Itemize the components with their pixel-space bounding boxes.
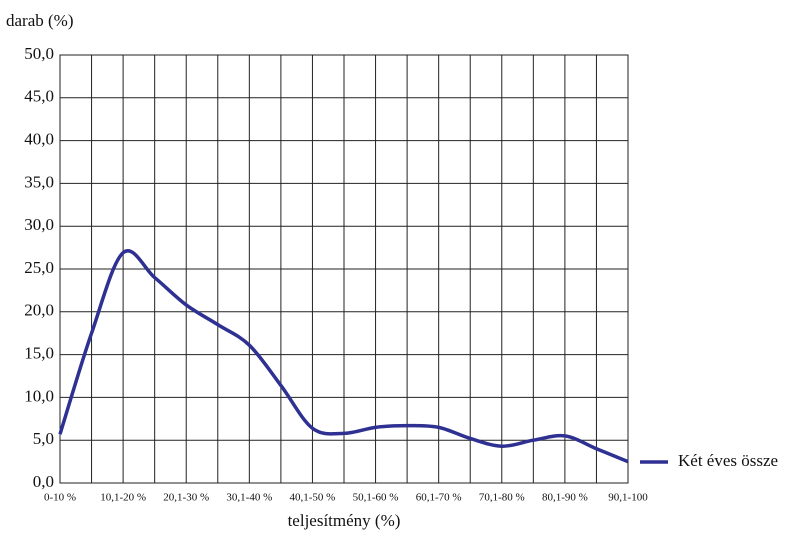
y-tick-label: 40,0 xyxy=(24,130,54,149)
y-tick-label: 5,0 xyxy=(33,429,54,448)
x-axis-label: teljesítmény (%) xyxy=(288,511,401,530)
y-tick-label: 45,0 xyxy=(24,87,54,106)
y-tick-label: 35,0 xyxy=(24,172,54,191)
y-axis-label: darab (%) xyxy=(6,11,74,30)
y-tick-label: 15,0 xyxy=(24,344,54,363)
y-tick-label: 25,0 xyxy=(24,258,54,277)
x-tick-label: 90,1-100 xyxy=(608,492,648,504)
y-tick-label: 30,0 xyxy=(24,215,54,234)
x-tick-label: 50,1-60 % xyxy=(353,492,399,504)
x-tick-label: 70,1-80 % xyxy=(479,492,525,504)
y-tick-label: 20,0 xyxy=(24,301,54,320)
x-tick-label: 40,1-50 % xyxy=(290,492,336,504)
x-tick-label: 80,1-90 % xyxy=(542,492,588,504)
y-tick-label: 10,0 xyxy=(24,386,54,405)
legend-label: Két éves össze xyxy=(678,451,778,470)
x-tick-label: 10,1-20 % xyxy=(100,492,146,504)
plot-frame xyxy=(59,54,629,484)
x-tick-label: 60,1-70 % xyxy=(416,492,462,504)
x-tick-label: 20,1-30 % xyxy=(163,492,209,504)
series-line xyxy=(58,249,629,464)
x-tick-label: 30,1-40 % xyxy=(226,492,272,504)
x-tick-label: 0-10 % xyxy=(44,492,76,504)
y-tick-label: 50,0 xyxy=(24,44,54,63)
y-tick-label: 0,0 xyxy=(33,472,54,491)
